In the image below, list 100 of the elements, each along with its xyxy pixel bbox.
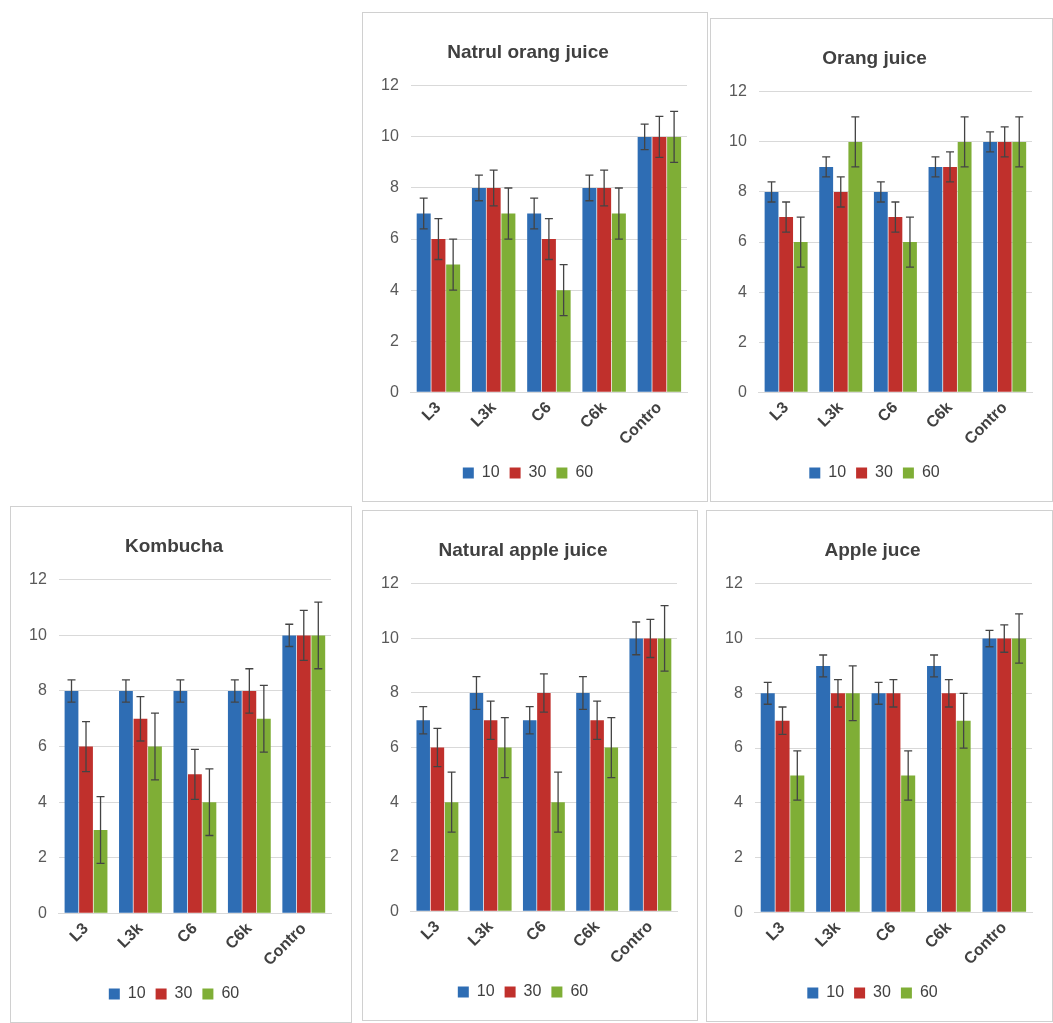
bar xyxy=(431,239,446,392)
bar xyxy=(501,213,516,392)
y-tick-label: 12 xyxy=(729,82,747,100)
x-tick-label: C6 xyxy=(173,919,201,946)
bar xyxy=(582,187,597,392)
x-tick-label: L3 xyxy=(66,919,92,945)
bar xyxy=(982,638,997,912)
x-tick-label: L3 xyxy=(418,398,444,424)
legend-label: 30 xyxy=(523,982,542,1000)
x-tick-label: L3k xyxy=(811,918,844,950)
bar xyxy=(486,187,501,392)
y-tick-label: 12 xyxy=(381,76,399,94)
bar xyxy=(282,635,297,913)
legend-label: 60 xyxy=(919,983,938,1001)
bar xyxy=(93,829,108,913)
legend-label: 30 xyxy=(528,463,547,481)
chart-title: Natrul orang juice xyxy=(447,40,609,62)
y-tick-label: 2 xyxy=(389,331,399,349)
x-tick-label: C6k xyxy=(221,919,255,953)
y-tick-label: 4 xyxy=(37,792,47,810)
y-tick-label: 6 xyxy=(37,736,47,754)
bar xyxy=(819,166,834,392)
bar xyxy=(576,692,590,911)
bar xyxy=(903,242,917,392)
legend-label: 30 xyxy=(875,463,893,481)
bar xyxy=(430,747,445,911)
y-tick-label: 10 xyxy=(729,132,747,150)
bar xyxy=(148,746,162,913)
bar xyxy=(760,693,775,912)
y-tick-label: 6 xyxy=(737,232,747,250)
x-tick-label: C6k xyxy=(921,918,955,952)
bar xyxy=(311,635,326,913)
y-tick-label: 0 xyxy=(37,903,47,921)
legend-label: 10 xyxy=(481,463,500,481)
bar xyxy=(927,665,942,912)
y-tick-label: 2 xyxy=(733,848,743,865)
legend-label: 60 xyxy=(221,984,240,1002)
y-tick-label: 4 xyxy=(389,280,399,298)
x-tick-label: C6k xyxy=(569,917,603,951)
bar xyxy=(469,692,484,911)
y-tick-label: 8 xyxy=(737,182,747,200)
y-tick-label: 4 xyxy=(733,793,743,811)
bar xyxy=(871,693,886,912)
y-tick-label: 10 xyxy=(725,628,743,646)
bar xyxy=(983,141,998,392)
bar xyxy=(629,638,643,911)
bar xyxy=(888,217,903,392)
bar xyxy=(956,720,971,912)
x-tick-label: L3k xyxy=(464,917,496,949)
bar xyxy=(657,638,672,911)
legend-label: 60 xyxy=(575,463,594,481)
bar xyxy=(848,141,863,392)
y-tick-label: 6 xyxy=(389,229,399,247)
bar xyxy=(242,690,257,913)
legend-label: 10 xyxy=(826,983,845,1001)
bar xyxy=(188,774,202,913)
legend-label: 30 xyxy=(873,983,891,1001)
y-tick-label: 10 xyxy=(381,127,399,145)
bar xyxy=(957,141,972,392)
y-tick-label: 2 xyxy=(737,332,747,350)
x-tick-label: L3 xyxy=(417,917,443,943)
bar xyxy=(541,239,556,392)
bar xyxy=(173,690,188,913)
bar xyxy=(667,136,682,392)
bar xyxy=(227,690,242,913)
y-tick-label: 0 xyxy=(389,901,399,919)
bar xyxy=(833,191,848,392)
bar xyxy=(133,718,148,913)
chart-title: Natural apple juice xyxy=(438,538,608,560)
y-tick-label: 0 xyxy=(737,382,747,400)
y-tick-label: 6 xyxy=(389,737,399,755)
y-tick-label: 2 xyxy=(389,847,399,865)
bar xyxy=(816,665,831,912)
legend-label: 10 xyxy=(828,463,847,481)
bar xyxy=(444,802,459,911)
bar xyxy=(943,166,957,392)
y-tick-label: 0 xyxy=(389,382,399,400)
x-tick-label: L3 xyxy=(766,398,792,424)
legend-label: 10 xyxy=(127,984,146,1002)
x-tick-label: C6k xyxy=(922,398,956,432)
bar xyxy=(64,690,79,913)
bar xyxy=(471,187,486,392)
legend-label: 60 xyxy=(921,463,940,481)
y-tick-label: 6 xyxy=(733,738,743,756)
chart-title: Apple juce xyxy=(824,538,921,560)
bar xyxy=(1012,141,1027,392)
x-tick-label: C6 xyxy=(522,917,550,944)
bar xyxy=(483,720,498,911)
x-tick-label: L3 xyxy=(762,918,788,944)
bar xyxy=(597,187,612,392)
bar xyxy=(611,213,626,392)
legend-label: 60 xyxy=(570,982,589,1000)
bar xyxy=(522,720,537,911)
y-tick-label: 0 xyxy=(733,902,743,920)
bar xyxy=(527,213,542,392)
chart-title: Kombucha xyxy=(124,534,224,556)
bar xyxy=(79,746,93,913)
x-tick-label: L3k xyxy=(114,919,146,951)
bar xyxy=(886,693,901,912)
bar xyxy=(941,693,956,912)
